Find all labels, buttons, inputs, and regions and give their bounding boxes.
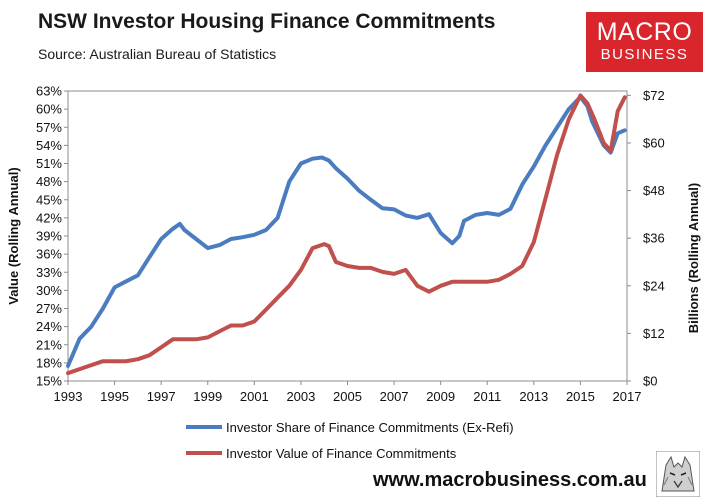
- x-axis-ticks: 1993 1995 1997 1999 2001 2003 2005 2007 2009 2011…: [54, 381, 642, 404]
- x-tick-label: 1995: [100, 389, 129, 404]
- left-tick-label: 18%: [36, 355, 62, 370]
- website-url: www.macrobusiness.com.au: [373, 469, 647, 491]
- chart-title: NSW Investor Housing Finance Commitments: [38, 10, 496, 33]
- left-tick-label: 39%: [36, 229, 62, 244]
- x-tick-label: 2007: [380, 389, 409, 404]
- left-tick-label: 54%: [36, 138, 62, 153]
- right-axis-ticks: $0 $12 $24 $36 $48 $60 $72: [627, 88, 665, 389]
- x-tick-label: 2013: [519, 389, 548, 404]
- logo-line1: MACRO: [596, 18, 693, 46]
- left-tick-label: 33%: [36, 265, 62, 280]
- left-axis-ticks: 15% 18% 21% 24% 27% 30% 33% 36% 39% 42% 45% 48% 51% 5…: [36, 84, 68, 389]
- right-tick-label: $24: [643, 278, 665, 293]
- x-tick-label: 1993: [54, 389, 83, 404]
- left-tick-label: 21%: [36, 337, 62, 352]
- legend-label-blue: Investor Share of Finance Commitments (E…: [226, 420, 514, 435]
- left-tick-label: 36%: [36, 247, 62, 262]
- left-tick-label: 30%: [36, 283, 62, 298]
- plot-frame: [67, 90, 628, 382]
- left-tick-label: 24%: [36, 319, 62, 334]
- x-tick-label: 2001: [240, 389, 269, 404]
- series-line-investor-share: [66, 95, 627, 368]
- left-tick-label: 42%: [36, 210, 62, 225]
- legend-label-red: Investor Value of Finance Commitments: [226, 446, 457, 461]
- x-tick-label: 1999: [193, 389, 222, 404]
- wolf-logo-icon: [656, 451, 700, 497]
- left-tick-label: 63%: [36, 84, 62, 99]
- left-axis-title: Value (Rolling Annual): [6, 167, 21, 304]
- x-tick-label: 2009: [426, 389, 455, 404]
- left-tick-label: 45%: [36, 192, 62, 207]
- x-tick-label: 2017: [613, 389, 642, 404]
- x-tick-label: 2003: [286, 389, 315, 404]
- x-tick-label: 2011: [473, 389, 501, 404]
- series-line-investor-value: [66, 93, 627, 376]
- left-tick-label: 57%: [36, 120, 62, 135]
- chart-legend: Investor Share of Finance Commitments (E…: [186, 420, 514, 461]
- macrobusiness-logo: MACRO BUSINESS: [586, 12, 703, 72]
- left-tick-label: 15%: [36, 374, 62, 389]
- left-tick-label: 60%: [36, 102, 62, 117]
- x-tick-label: 2005: [333, 389, 362, 404]
- right-tick-label: $0: [643, 374, 657, 389]
- series-layer: [66, 93, 627, 376]
- right-tick-label: $48: [643, 183, 665, 198]
- left-tick-label: 48%: [36, 174, 62, 189]
- right-tick-label: $72: [643, 88, 665, 103]
- right-tick-label: $60: [643, 135, 665, 150]
- left-tick-label: 51%: [36, 156, 62, 171]
- plot-area-border: [67, 90, 628, 382]
- right-axis-title: Billions (Rolling Annual): [686, 183, 701, 333]
- chart-source: Source: Australian Bureau of Statistics: [38, 46, 277, 62]
- right-tick-label: $36: [643, 231, 665, 246]
- left-tick-label: 27%: [36, 301, 62, 316]
- logo-line2: BUSINESS: [600, 46, 689, 63]
- right-tick-label: $12: [643, 326, 665, 341]
- x-tick-label: 2015: [566, 389, 595, 404]
- x-tick-label: 1997: [147, 389, 176, 404]
